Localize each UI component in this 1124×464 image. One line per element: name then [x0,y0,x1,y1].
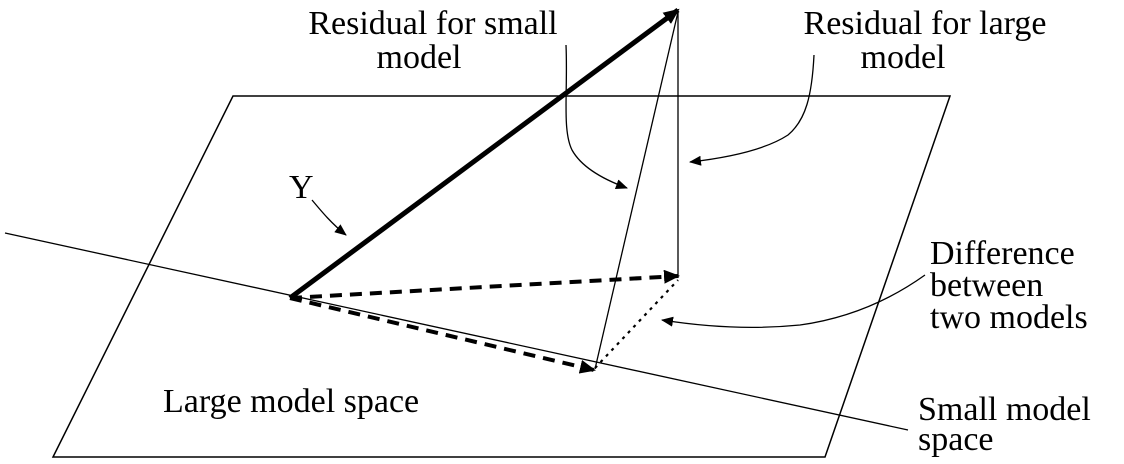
label-residual-large-line2: model [861,39,946,76]
large-model-space-plane [51,95,952,458]
pointer-residual-large [689,54,815,166]
projection-small-vector [289,296,596,374]
residual-small-vector [594,11,679,370]
label-difference-line2: between [930,267,1043,304]
label-residual-small-line1: Residual for small [308,5,557,42]
label-difference-line1: Difference [930,235,1075,272]
small-model-space-line [4,232,909,431]
label-small-model-space-line2: space [918,421,994,458]
label-large-model-space: Large model space [163,383,419,420]
y-vector [288,7,680,301]
label-residual-large-line1: Residual for large [804,5,1047,42]
label-residual-small-line2: model [377,39,462,76]
pointer-y [311,199,347,236]
projection-large-vector [289,269,680,300]
pointer-residual-small [565,44,628,189]
label-small-model-space-line1: Small model [918,391,1091,428]
difference-vector [594,279,679,369]
label-difference-line3: two models [930,299,1088,336]
pointer-difference [661,274,926,328]
label-y: Y [289,169,314,206]
